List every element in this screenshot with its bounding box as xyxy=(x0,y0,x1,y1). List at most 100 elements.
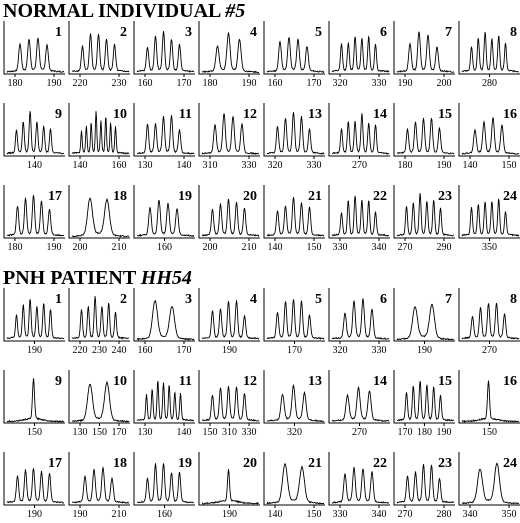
trace-plot xyxy=(68,21,130,77)
panel-number: 14 xyxy=(373,374,387,389)
tick-label: 130 xyxy=(137,427,153,438)
panel-number: 24 xyxy=(503,189,517,204)
tick-label: 140 xyxy=(462,160,478,171)
panel-axes xyxy=(133,21,195,75)
tick-label: 150 xyxy=(306,242,322,253)
tick-label: 140 xyxy=(27,160,42,171)
tick-label: 190 xyxy=(46,78,62,89)
peak-trace xyxy=(461,303,520,340)
spectratype-panel-20: 200 210 20 xyxy=(198,184,263,256)
peak-trace xyxy=(396,464,455,504)
trace-plot xyxy=(263,452,325,508)
tick-label: 230 xyxy=(92,345,107,356)
tick-label: 330 xyxy=(306,160,322,171)
panel-axes xyxy=(458,370,520,424)
spectratype-panel-23: 270 280 23 xyxy=(393,451,458,523)
panel-axes xyxy=(3,21,65,75)
tick-label: 310 xyxy=(202,160,218,171)
tick-label: 320 xyxy=(332,78,348,89)
spectratype-panel-7: 190 200 7 xyxy=(393,20,458,92)
peak-trace xyxy=(6,37,65,73)
tick-label: 340 xyxy=(371,509,387,520)
panel-axes xyxy=(328,370,390,424)
tick-label: 190 xyxy=(397,78,413,89)
panel-number: 2 xyxy=(120,292,127,307)
tick-label: 190 xyxy=(27,345,42,356)
panel-axes xyxy=(393,452,455,506)
tick-label: 150 xyxy=(482,427,497,438)
tick-label: 200 xyxy=(202,242,218,253)
trace-plot xyxy=(328,185,390,241)
peak-trace xyxy=(461,462,520,505)
trace-plot xyxy=(68,185,130,241)
panel-axes xyxy=(263,103,325,157)
spectratype-panel-8: 280 8 xyxy=(458,20,520,92)
tick-label: 290 xyxy=(436,242,452,253)
tick-label: 140 xyxy=(72,160,88,171)
peak-trace xyxy=(71,33,130,73)
trace-plot xyxy=(68,452,130,508)
tick-label: 130 xyxy=(72,427,88,438)
spectratype-panel-11: 130 140 11 xyxy=(133,102,198,174)
tick-label: 330 xyxy=(332,509,348,520)
spectratype-panel-12: 150 310 330 12 xyxy=(198,369,263,441)
trace-plot xyxy=(263,21,325,77)
tick-label: 270 xyxy=(482,345,497,356)
tick-label: 350 xyxy=(501,509,517,520)
tick-label: 170 xyxy=(397,427,413,438)
peak-trace xyxy=(266,112,325,155)
peak-trace xyxy=(397,380,455,422)
peak-trace xyxy=(461,117,520,155)
panel-axes xyxy=(133,288,195,342)
peak-trace xyxy=(396,117,455,155)
tick-label: 160 xyxy=(137,78,153,89)
tick-label: 330 xyxy=(371,345,387,356)
peak-trace xyxy=(332,113,390,155)
trace-plot xyxy=(133,288,195,344)
panel-axes xyxy=(133,452,195,506)
panel-number: 16 xyxy=(503,107,517,122)
peak-trace xyxy=(201,386,260,422)
panel-axes xyxy=(263,288,325,342)
peak-trace xyxy=(6,111,65,155)
trace-plot xyxy=(198,103,260,159)
peak-trace xyxy=(266,197,325,237)
tick-label: 170 xyxy=(306,78,322,89)
panel-axes xyxy=(3,185,65,239)
spectratype-panel-21: 140 150 21 xyxy=(263,184,328,256)
trace-plot xyxy=(198,288,260,344)
peak-trace xyxy=(202,469,260,505)
spectratype-panel-8: 270 8 xyxy=(458,287,520,359)
tick-label: 330 xyxy=(332,242,348,253)
trace-plot xyxy=(3,21,65,77)
tick-label: 190 xyxy=(46,242,62,253)
tick-label: 210 xyxy=(111,242,127,253)
panel-number: 19 xyxy=(178,456,192,471)
peak-trace xyxy=(136,380,195,422)
tick-label: 160 xyxy=(137,345,153,356)
spectratype-panel-13: 320 13 xyxy=(263,369,328,441)
trace-plot xyxy=(328,21,390,77)
spectratype-panel-9: 140 9 xyxy=(3,102,68,174)
spectratype-panel-18: 190 210 18 xyxy=(68,451,133,523)
spectratype-panel-3: 160 170 3 xyxy=(133,20,198,92)
trace-plot xyxy=(133,452,195,508)
panel-axes xyxy=(3,452,65,506)
trace-plot xyxy=(458,185,520,241)
tick-label: 220 xyxy=(72,345,88,356)
tick-label: 190 xyxy=(27,509,42,520)
tick-label: 270 xyxy=(397,242,413,253)
spectratype-panel-18: 200 210 18 xyxy=(68,184,133,256)
tick-label: 190 xyxy=(72,509,88,520)
peak-trace xyxy=(266,37,325,74)
panel-axes xyxy=(458,103,520,157)
panel-number: 13 xyxy=(308,374,322,389)
peak-trace xyxy=(71,197,130,238)
panel-number: 24 xyxy=(503,456,517,471)
panel-axes xyxy=(263,185,325,239)
panel-number: 3 xyxy=(185,292,192,307)
peak-trace xyxy=(201,300,260,340)
panel-number: 17 xyxy=(48,456,62,471)
trace-plot xyxy=(393,288,455,344)
